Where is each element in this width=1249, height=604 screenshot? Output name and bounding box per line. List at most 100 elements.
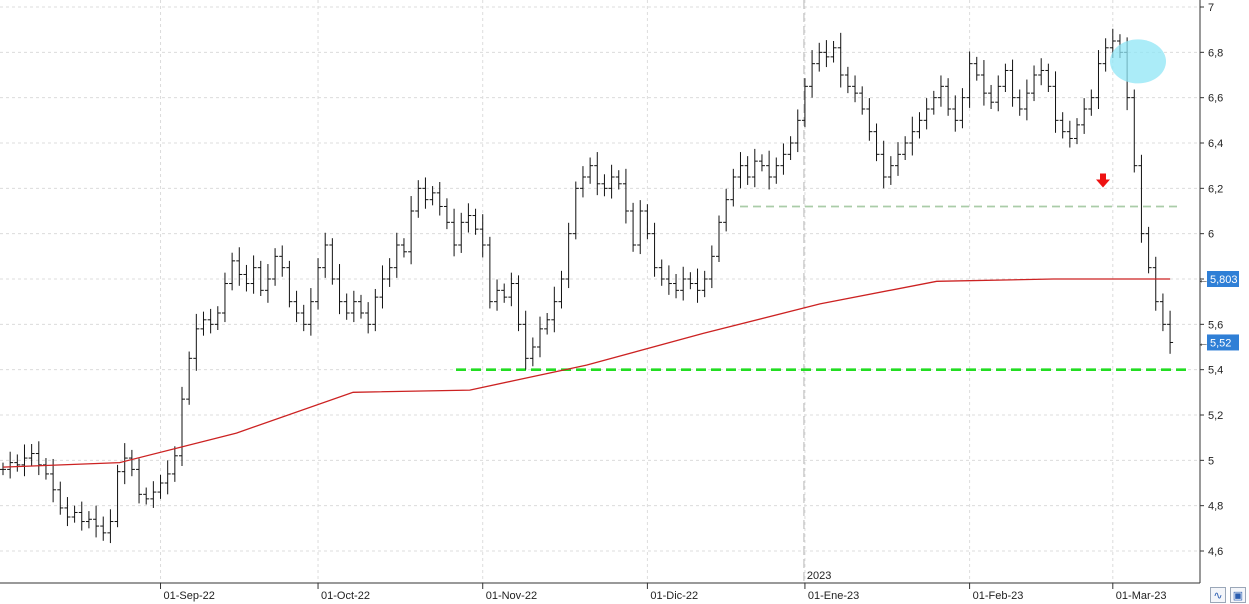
- x-tick-label: 01-Mar-23: [1116, 590, 1167, 602]
- price-bar: [1031, 65, 1038, 102]
- price-bar: [608, 164, 615, 199]
- price-bar: [128, 449, 135, 477]
- price-bar: [744, 156, 751, 185]
- price-bar: [293, 290, 300, 323]
- price-bar: [408, 196, 415, 265]
- price-bar: [615, 170, 622, 190]
- price-bar: [537, 316, 543, 358]
- price-bar: [644, 204, 651, 240]
- price-bar: [386, 258, 393, 287]
- price-bar: [78, 501, 85, 531]
- price-bar: [1088, 89, 1095, 116]
- price-bar: [50, 458, 57, 503]
- price-bar: [687, 272, 694, 290]
- price-bar: [859, 86, 866, 115]
- last-price-badge: 5,52←: [1198, 334, 1239, 351]
- price-bar: [766, 150, 773, 190]
- price-bar: [114, 464, 121, 528]
- price-bar: [0, 462, 6, 476]
- price-bar: [651, 222, 658, 277]
- price-bar: [1167, 310, 1174, 354]
- price-bar: [515, 275, 522, 332]
- price-bar: [443, 198, 450, 230]
- price-bar: [400, 238, 407, 258]
- price-bar: [35, 441, 42, 476]
- price-bar: [257, 260, 264, 296]
- price-bar: [966, 51, 973, 108]
- sell-arrow-marker: [1096, 173, 1110, 188]
- price-bar: [794, 109, 801, 153]
- highlight-ellipse: [1110, 39, 1166, 84]
- price-bar: [1074, 118, 1080, 145]
- price-bar: [1038, 58, 1045, 86]
- price-bar: [665, 265, 672, 295]
- price-bar: [1095, 50, 1102, 109]
- price-bar: [229, 252, 236, 291]
- price-bar: [572, 181, 579, 240]
- price-bar: [1159, 293, 1166, 332]
- y-tick-label: 5: [1208, 455, 1214, 467]
- x-tick-label: 01-Sep-22: [164, 590, 215, 602]
- price-bar: [494, 279, 501, 311]
- price-bar: [186, 351, 193, 405]
- price-bar: [680, 266, 687, 301]
- price-bar: [136, 458, 143, 504]
- price-bar: [601, 174, 608, 197]
- price-bar: [930, 90, 937, 115]
- y-tick-label: 6,4: [1208, 138, 1223, 150]
- x-tick-label: 01-Feb-23: [973, 590, 1024, 602]
- price-bar: [372, 288, 379, 332]
- price-bar: [451, 208, 458, 257]
- price-bar: [85, 511, 92, 529]
- price-bar: [393, 232, 400, 278]
- price-bar: [243, 264, 250, 292]
- price-bar: [143, 487, 150, 505]
- price-bar: [694, 268, 701, 303]
- y-tick-label: 6,2: [1208, 183, 1223, 195]
- price-bar: [250, 255, 257, 294]
- price-bar: [501, 283, 508, 303]
- price-bar: [1138, 154, 1145, 243]
- x-tick-label: 01-Ene-23: [808, 590, 859, 602]
- price-bar: [508, 272, 515, 307]
- price-bar: [150, 481, 157, 508]
- level-lines: [456, 205, 1186, 371]
- save-button[interactable]: ▣: [1230, 587, 1246, 603]
- price-bar: [909, 116, 916, 156]
- price-bar: [895, 142, 901, 176]
- price-bar: [171, 446, 178, 482]
- price-bar: [880, 140, 887, 189]
- price-bar: [415, 180, 422, 218]
- price-bar: [658, 259, 665, 286]
- price-bar: [42, 458, 49, 480]
- price-bar: [830, 41, 837, 63]
- price-bar: [565, 222, 572, 289]
- price-bar: [307, 288, 314, 336]
- price-bar: [1152, 256, 1159, 311]
- zigzag-button[interactable]: ∿: [1210, 587, 1226, 603]
- y-tick-label: 6,8: [1208, 47, 1223, 59]
- price-bar: [544, 313, 551, 335]
- price-bar: [193, 313, 200, 371]
- price-bar: [157, 474, 164, 499]
- price-bar: [551, 286, 558, 333]
- price-bar: [1045, 63, 1052, 92]
- price-bar: [279, 245, 286, 277]
- price-bar: [558, 270, 565, 309]
- price-bar: [809, 50, 816, 98]
- x-tick-label: 01-Nov-22: [486, 590, 537, 602]
- price-bar: [852, 75, 859, 103]
- price-bar: [315, 258, 322, 310]
- price-bar: [916, 112, 923, 139]
- price-bar: [673, 274, 680, 299]
- price-bars: [0, 28, 1174, 544]
- price-bar: [801, 78, 808, 128]
- price-bar: [479, 214, 486, 258]
- price-bar: [630, 202, 637, 252]
- y-tick-label: 5,2: [1208, 410, 1223, 422]
- price-bar: [1002, 63, 1009, 92]
- price-bar: [93, 505, 100, 538]
- price-bar: [622, 168, 629, 224]
- price-bar: [923, 98, 930, 130]
